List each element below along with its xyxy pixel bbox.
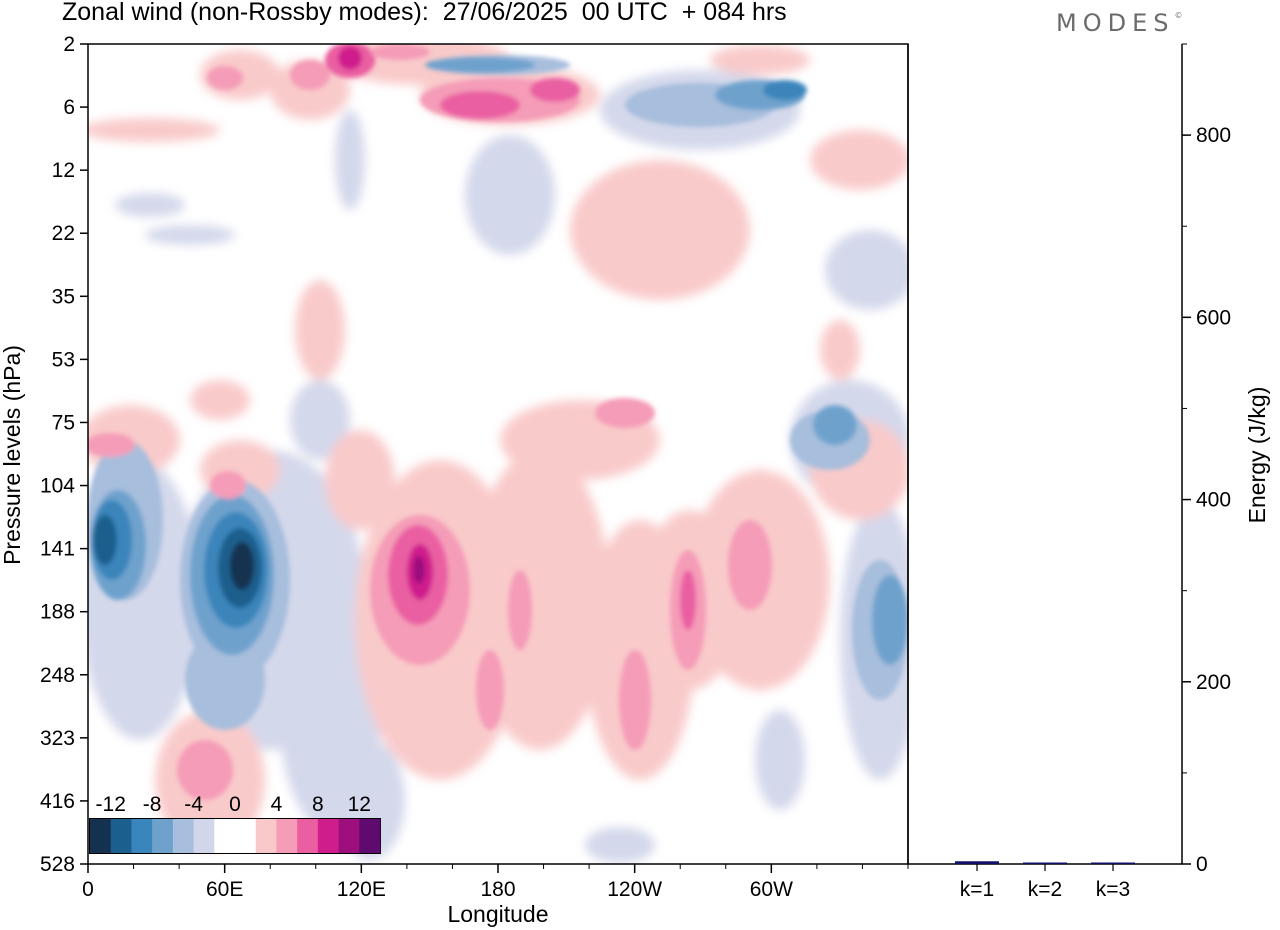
y-tick-label: 323 — [40, 727, 75, 750]
colorbar-swatch — [297, 819, 319, 853]
colorbar-label: 8 — [312, 793, 324, 816]
colorbar-swatch — [172, 819, 194, 853]
energy-y-axis: 0 200 400 600 800 — [1182, 43, 1231, 876]
energy-tick-label: 600 — [1196, 306, 1231, 329]
heatmap-x-axis: 0 60E 120E 180 120W 60W — [82, 864, 909, 901]
energy-tick-label: 200 — [1196, 671, 1231, 694]
colorbar-swatch — [235, 819, 257, 853]
energy-bar — [1023, 862, 1067, 864]
y-tick-label: 75 — [52, 411, 75, 434]
x-tick-label: 60E — [206, 878, 243, 901]
energy-bars — [955, 861, 1135, 864]
colorbar-swatch — [110, 819, 132, 853]
energy-tick-label: 400 — [1196, 489, 1231, 512]
y-tick-label: 2 — [63, 33, 75, 56]
category-label: k=1 — [960, 878, 994, 901]
copyright-mark: © — [1174, 11, 1183, 20]
colorbar-swatch — [276, 819, 298, 853]
colorbar-swatch — [193, 819, 215, 853]
y-tick-label: 22 — [52, 222, 75, 245]
colorbar-label: -12 — [96, 793, 126, 816]
energy-tick-label: 0 — [1196, 853, 1208, 876]
colorbar-swatch — [90, 819, 112, 853]
y-tick-label: 188 — [40, 601, 75, 624]
x-tick-label: 120E — [337, 878, 386, 901]
x-tick-label: 120W — [607, 878, 662, 901]
category-label: k=2 — [1028, 878, 1062, 901]
y-tick-label: 53 — [52, 348, 75, 371]
x-tick-label: 60W — [750, 878, 793, 901]
colorbar-swatch — [152, 819, 174, 853]
energy-bar — [1091, 862, 1135, 864]
energy-categories: k=1 k=2 k=3 — [960, 864, 1130, 901]
heatmap-y-axis: 2 6 12 22 35 53 75 104 141 188 248 323 416 528 — [40, 33, 88, 876]
y-tick-label: 6 — [63, 96, 75, 119]
colorbar-swatch — [359, 819, 381, 853]
x-axis-title: Longitude — [447, 901, 548, 927]
colorbar-label: 0 — [229, 793, 241, 816]
bar-panel-frame — [907, 44, 1183, 865]
chart-title: Zonal wind (non-Rossby modes): 27/06/202… — [62, 0, 787, 26]
colorbar-label: 4 — [271, 793, 283, 816]
energy-axis-title: Energy (J/kg) — [1244, 387, 1270, 524]
colorbar-label: 12 — [348, 793, 371, 816]
y-tick-label: 528 — [40, 853, 75, 876]
y-tick-label: 141 — [40, 538, 75, 561]
colorbar-swatch — [255, 819, 277, 853]
energy-tick-label: 800 — [1196, 124, 1231, 147]
y-tick-label: 248 — [40, 664, 75, 687]
y-tick-label: 416 — [40, 790, 75, 813]
y-tick-label: 35 — [52, 285, 75, 308]
colorbar-label: -4 — [184, 793, 203, 816]
colorbar-swatch — [214, 819, 236, 853]
colorbar-label: -8 — [143, 793, 162, 816]
colorbar-swatch — [317, 819, 339, 853]
brand-text: MODES — [1056, 9, 1175, 37]
energy-bar — [955, 861, 999, 864]
y-tick-label: 12 — [52, 159, 75, 182]
colorbar-swatch — [131, 819, 153, 853]
category-label: k=3 — [1096, 878, 1130, 901]
brand-logo: MODES© — [1056, 9, 1182, 37]
x-tick-label: 180 — [480, 878, 515, 901]
heatmap-field — [88, 44, 908, 863]
y-tick-label: 104 — [40, 475, 75, 498]
colorbar-swatch — [338, 819, 360, 853]
y-axis-title: Pressure levels (hPa) — [0, 345, 25, 565]
x-tick-label: 0 — [82, 878, 94, 901]
colorbar: -12 -8 -4 0 4 8 12 — [89, 793, 381, 854]
